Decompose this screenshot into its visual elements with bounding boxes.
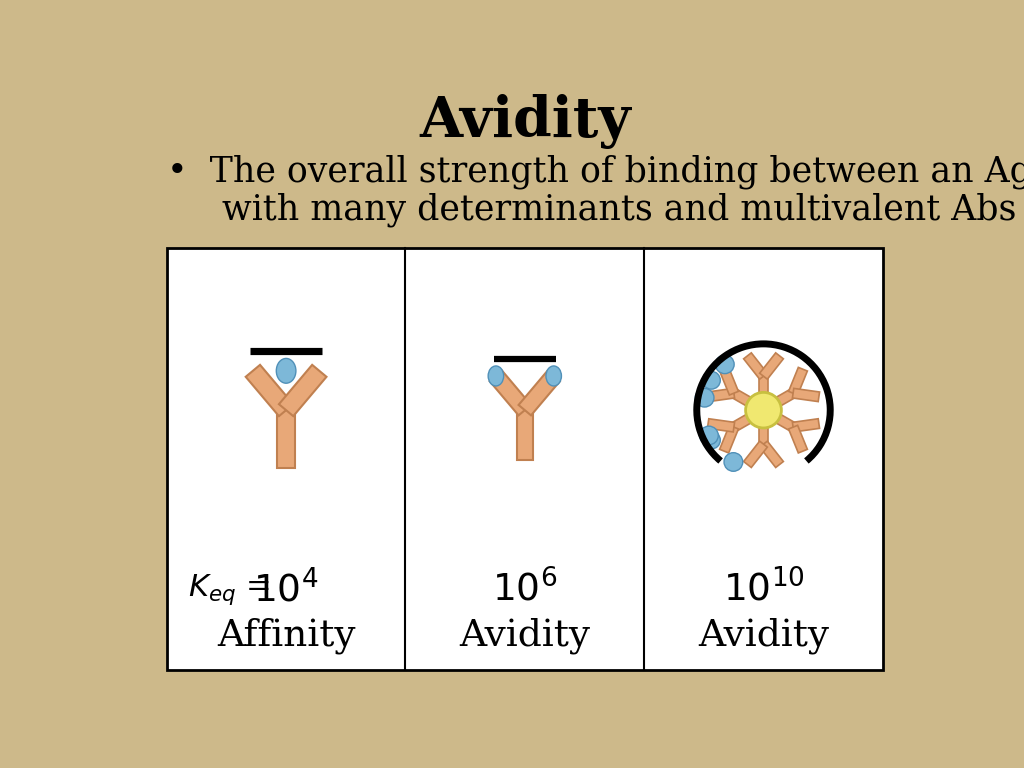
- Polygon shape: [788, 425, 807, 453]
- Bar: [167, 249, 883, 670]
- Circle shape: [716, 355, 734, 374]
- Polygon shape: [743, 353, 767, 379]
- Ellipse shape: [276, 359, 296, 383]
- Text: with many determinants and multivalent Abs: with many determinants and multivalent A…: [167, 193, 1016, 227]
- Polygon shape: [759, 413, 768, 444]
- Polygon shape: [743, 441, 767, 468]
- Polygon shape: [278, 410, 295, 468]
- Polygon shape: [720, 367, 738, 395]
- Text: $K_{eq}$ =: $K_{eq}$ =: [188, 572, 270, 607]
- Polygon shape: [246, 365, 293, 416]
- Circle shape: [724, 452, 742, 472]
- Polygon shape: [708, 419, 734, 432]
- Polygon shape: [517, 410, 532, 460]
- Ellipse shape: [546, 366, 561, 386]
- Polygon shape: [759, 376, 768, 407]
- Circle shape: [695, 389, 714, 407]
- Polygon shape: [764, 389, 796, 412]
- Polygon shape: [764, 408, 796, 432]
- Polygon shape: [731, 408, 763, 432]
- Polygon shape: [793, 419, 819, 432]
- Text: •  The overall strength of binding between an Ag: • The overall strength of binding betwee…: [167, 154, 1024, 189]
- Polygon shape: [760, 441, 783, 468]
- Text: Avidity: Avidity: [419, 94, 631, 149]
- Ellipse shape: [488, 366, 504, 386]
- Polygon shape: [788, 367, 807, 395]
- Circle shape: [702, 431, 720, 449]
- Text: Avidity: Avidity: [460, 617, 590, 654]
- Polygon shape: [793, 389, 819, 402]
- Circle shape: [702, 372, 720, 389]
- Text: $10^6$: $10^6$: [493, 570, 557, 609]
- Circle shape: [745, 392, 781, 428]
- Polygon shape: [720, 425, 738, 453]
- Polygon shape: [279, 365, 327, 416]
- Circle shape: [699, 426, 718, 445]
- Text: $10^{10}$: $10^{10}$: [723, 570, 805, 609]
- Polygon shape: [708, 389, 734, 402]
- Polygon shape: [518, 371, 560, 415]
- Text: $10^4$: $10^4$: [254, 570, 318, 610]
- Polygon shape: [731, 389, 763, 412]
- Polygon shape: [760, 353, 783, 379]
- Polygon shape: [489, 371, 531, 415]
- Text: Affinity: Affinity: [217, 617, 355, 654]
- Text: Avidity: Avidity: [698, 617, 829, 654]
